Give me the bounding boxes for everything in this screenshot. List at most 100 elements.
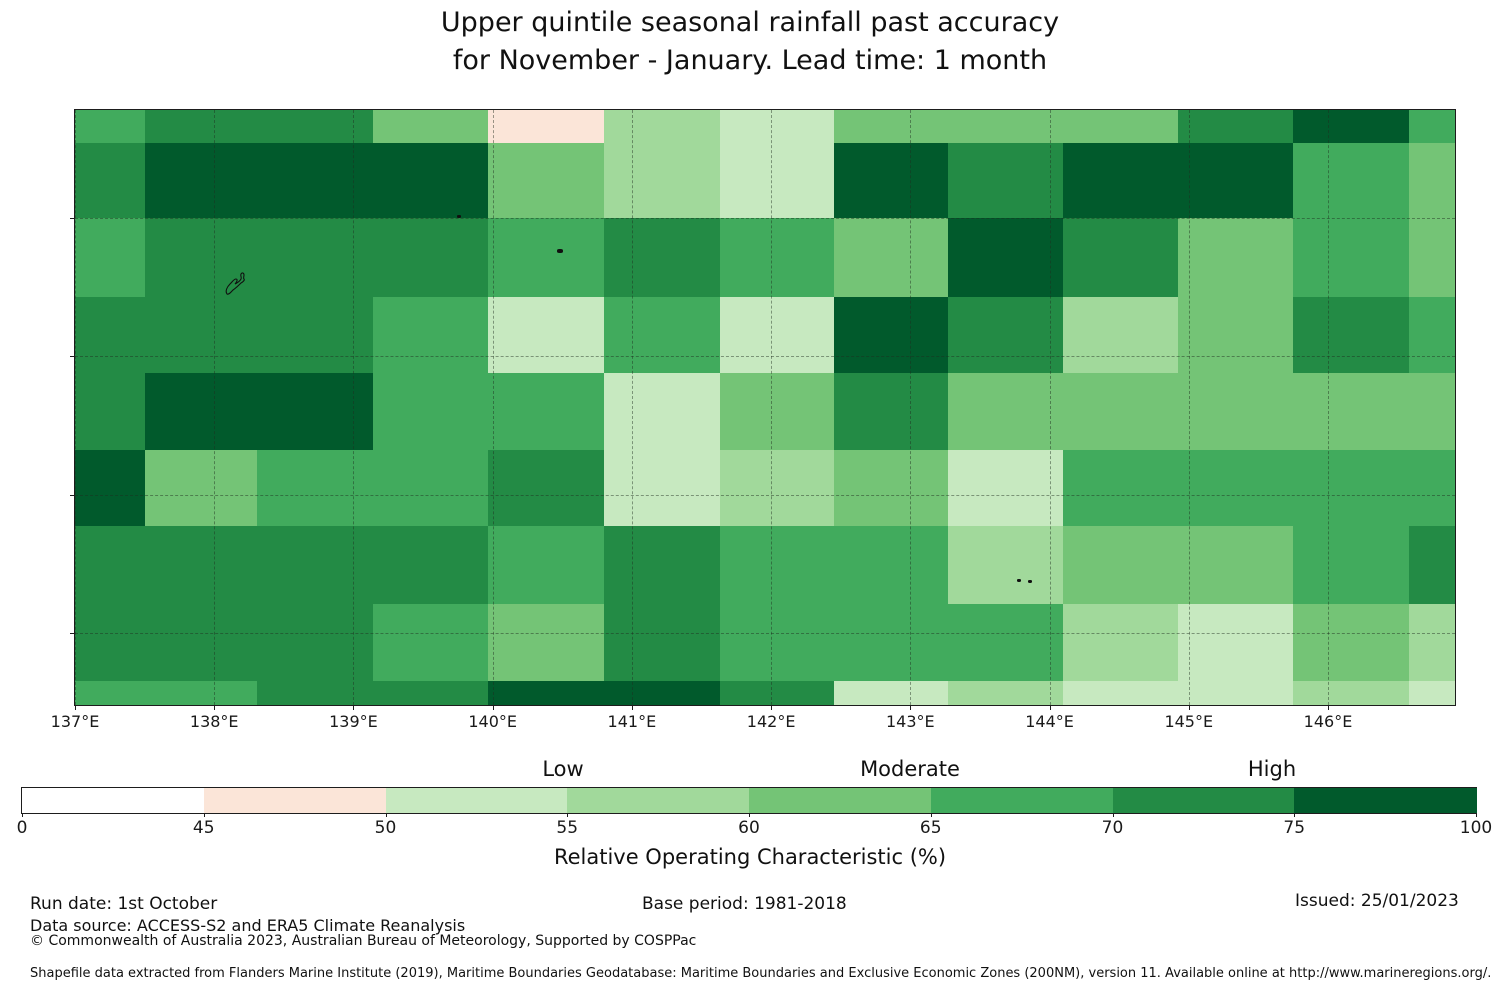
- heatmap-cell: [719, 526, 834, 604]
- x-axis-tick-label: 139°E: [329, 712, 378, 731]
- heatmap-cell: [1177, 450, 1294, 527]
- heatmap-cell: [75, 372, 145, 451]
- heatmap-cell: [604, 526, 720, 604]
- heatmap-plot-area: [74, 109, 1456, 706]
- x-axis-tick-mark: [1188, 705, 1190, 710]
- heatmap-cell: [1177, 372, 1294, 451]
- colorbar-segment: [930, 788, 1113, 813]
- heatmap-cell: [947, 372, 1064, 451]
- x-axis-tick-label: 142°E: [746, 712, 796, 731]
- meridian-gridline: [353, 110, 355, 705]
- heatmap-cell: [1177, 143, 1294, 218]
- heatmap-cell: [947, 681, 1064, 705]
- heatmap-cell: [488, 296, 605, 373]
- heatmap-cell: [604, 296, 720, 373]
- x-axis-tick-label: 138°E: [189, 712, 239, 731]
- heatmap-cell: [75, 296, 145, 373]
- colorbar-category-label-low: Low: [542, 757, 584, 781]
- heatmap-cell: [1293, 450, 1409, 527]
- heatmap-cell: [1063, 372, 1178, 451]
- meridian-gridline: [214, 110, 216, 705]
- heatmap-cell: [604, 110, 720, 144]
- heatmap-cell: [947, 218, 1064, 297]
- heatmap-cell: [1408, 143, 1455, 218]
- heatmap-cell: [257, 143, 373, 218]
- heatmap-cell: [1408, 110, 1455, 144]
- heatmap-cell: [372, 372, 489, 451]
- heatmap-cell: [1408, 681, 1455, 705]
- heatmap-cell: [1408, 526, 1455, 604]
- heatmap-cell: [1063, 218, 1178, 297]
- heatmap-cell: [947, 143, 1064, 218]
- x-axis-tick-label: 141°E: [607, 712, 657, 731]
- heatmap-cell: [1177, 681, 1294, 705]
- heatmap-cell: [719, 143, 834, 218]
- heatmap-cell: [257, 110, 373, 144]
- island-outline: [225, 272, 245, 295]
- heatmap-cell: [488, 143, 605, 218]
- heatmap-cell: [372, 218, 489, 297]
- x-axis-tick-mark: [214, 705, 216, 710]
- heatmap-cell: [719, 110, 834, 144]
- heatmap-cell: [1063, 603, 1178, 682]
- colorbar-tick-mark: [1294, 813, 1296, 817]
- heatmap-cell: [604, 372, 720, 451]
- x-axis-tick-label: 140°E: [468, 712, 517, 731]
- heatmap-cell: [257, 372, 373, 451]
- heatmap-cell: [144, 110, 258, 144]
- heatmap-cell: [488, 450, 605, 527]
- parallel-gridline: [75, 356, 1455, 358]
- heatmap-cell: [833, 110, 948, 144]
- colorbar-tick-mark: [1112, 813, 1114, 817]
- heatmap-cell: [488, 110, 605, 144]
- heatmap-cell: [1177, 526, 1294, 604]
- heatmap-cell: [1408, 296, 1455, 373]
- heatmap-cell: [604, 681, 720, 705]
- colorbar: [21, 787, 1477, 814]
- heatmap-cell: [257, 603, 373, 682]
- heatmap-cell: [257, 296, 373, 373]
- heatmap-cell: [372, 296, 489, 373]
- heatmap-cell: [75, 110, 145, 144]
- parallel-gridline: [75, 632, 1455, 634]
- heatmap-cell: [1408, 372, 1455, 451]
- heatmap-cell: [1063, 681, 1178, 705]
- y-axis-tick-mark: [70, 356, 75, 358]
- heatmap-cell: [257, 526, 373, 604]
- heatmap-cell: [1293, 526, 1409, 604]
- heatmap-cell: [1063, 296, 1178, 373]
- heatmap-cell: [1293, 372, 1409, 451]
- colorbar-tick-label: 70: [1101, 818, 1124, 838]
- heatmap-cell: [833, 296, 948, 373]
- chart-title-line2: for November - January. Lead time: 1 mon…: [452, 45, 1048, 76]
- heatmap-cell: [1063, 526, 1178, 604]
- meridian-gridline: [1328, 110, 1329, 705]
- heatmap-cell: [488, 526, 605, 604]
- shapefile-attribution-text: Shapefile data extracted from Flanders M…: [30, 966, 1492, 981]
- heatmap-cell: [257, 450, 373, 527]
- parallel-gridline: [75, 218, 1455, 219]
- x-axis-tick-mark: [910, 705, 912, 710]
- heatmap-cell: [488, 372, 605, 451]
- colorbar-segment: [22, 788, 205, 813]
- heatmap-cell: [257, 681, 373, 705]
- heatmap-cell: [947, 296, 1064, 373]
- colorbar-tick-label: 60: [738, 818, 760, 838]
- colorbar-segment: [1112, 788, 1295, 813]
- colorbar-tick-mark: [749, 813, 750, 817]
- colorbar-tick-mark: [930, 813, 932, 817]
- heatmap-cell: [1408, 218, 1455, 297]
- heatmap-cell: [833, 372, 948, 451]
- x-axis-tick-label: 145°E: [1164, 712, 1214, 731]
- meridian-gridline: [771, 110, 773, 705]
- heatmap-cell: [372, 110, 489, 144]
- x-axis-tick-label: 144°E: [1025, 712, 1074, 731]
- heatmap-cell: [947, 526, 1064, 604]
- meridian-gridline: [492, 110, 494, 705]
- colorbar-tick-mark: [567, 813, 569, 817]
- heatmap-cell: [1293, 603, 1409, 682]
- heatmap-cell: [719, 681, 834, 705]
- heatmap-cell: [488, 681, 605, 705]
- heatmap-cell: [75, 450, 145, 527]
- colorbar-tick-label: 45: [192, 818, 215, 838]
